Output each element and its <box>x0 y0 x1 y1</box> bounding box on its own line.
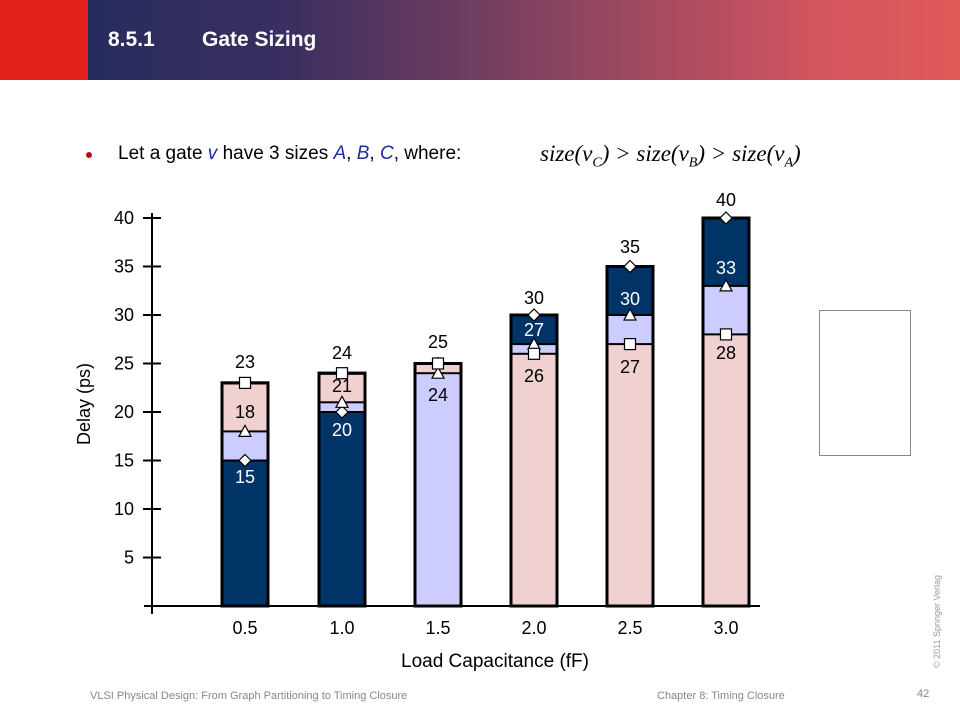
marker-a <box>719 211 733 225</box>
data-label-b: 30 <box>620 289 640 309</box>
y-axis-title: Delay (ps) <box>74 363 94 445</box>
comma: , <box>346 143 357 164</box>
size-inequality-formula: size(vC) > size(vB) > size(vA) <box>540 141 801 172</box>
size-a: A <box>333 143 347 164</box>
marker-c <box>431 357 445 370</box>
bar-c <box>606 343 654 607</box>
x-tick-label: 0.5 <box>232 618 257 638</box>
bullet-middle: have 3 sizes <box>217 143 334 164</box>
marker-a <box>623 259 637 274</box>
bar-c <box>510 352 558 607</box>
data-label-b: 27 <box>524 320 544 340</box>
formula-text: size(vC) > size(vB) > size(vA) <box>540 141 801 171</box>
x-tick-label: 1.0 <box>329 618 354 638</box>
comma: , <box>369 143 380 164</box>
data-label-a: 20 <box>332 420 352 440</box>
x-tick-label: 1.5 <box>425 618 450 638</box>
data-label-c: 27 <box>620 357 640 377</box>
gate-name: v <box>207 143 218 164</box>
section-title: Gate Sizing <box>202 28 317 51</box>
bullet-text: Let a gate v have 3 sizes A, B, C, where… <box>118 143 461 165</box>
data-label-a: 30 <box>524 288 544 308</box>
bullet-prefix: Let a gate <box>118 143 208 164</box>
data-label-b: 24 <box>428 385 448 405</box>
data-label-c: 28 <box>716 343 736 363</box>
size-c: C <box>379 143 394 164</box>
marker-c <box>335 367 349 380</box>
marker-c <box>238 376 252 389</box>
x-axis-title: Load Capacitance (fF) <box>401 651 589 672</box>
bar-c <box>702 333 750 607</box>
y-tick-label: 25 <box>114 354 134 374</box>
copyright-notice: © 2011 Springer Verlag <box>932 574 942 668</box>
marker-b <box>237 424 253 437</box>
bullet-icon <box>86 152 92 158</box>
y-tick-label: 20 <box>114 402 134 422</box>
y-tick-label: 10 <box>114 499 134 519</box>
y-tick-label: 40 <box>114 208 134 228</box>
footer-chapter: Chapter 8: Timing Closure <box>657 690 785 702</box>
marker-b <box>718 278 734 292</box>
legend <box>819 310 911 456</box>
section-number: 8.5.1 <box>108 28 155 51</box>
bar-a <box>318 411 366 607</box>
y-tick-label: 35 <box>114 257 134 277</box>
marker-c <box>527 347 541 360</box>
data-label-b: 18 <box>235 402 255 422</box>
data-label-c: 26 <box>524 366 544 386</box>
data-label-b: 33 <box>716 258 736 278</box>
marker-c <box>719 328 733 341</box>
marker-b <box>334 395 350 408</box>
y-tick-label: 5 <box>124 548 134 568</box>
x-tick-label: 2.0 <box>521 618 546 638</box>
header-bar <box>0 0 960 80</box>
marker-b <box>622 307 638 321</box>
bar-b <box>414 372 462 608</box>
marker-a <box>527 308 541 322</box>
bullet-suffix: , where: <box>393 143 462 164</box>
data-label-a: 25 <box>428 332 448 352</box>
page-number: 42 <box>917 688 930 700</box>
marker-b <box>430 365 446 379</box>
footer-book-title: VLSI Physical Design: From Graph Partiti… <box>90 690 408 702</box>
marker-a <box>238 453 252 468</box>
data-label-a: 40 <box>716 190 736 210</box>
size-b: B <box>356 143 370 164</box>
data-label-c: 24 <box>332 343 352 363</box>
data-label-a: 15 <box>235 467 255 487</box>
x-tick-label: 3.0 <box>713 618 738 638</box>
y-tick-label: 30 <box>114 305 134 325</box>
y-tick-label: 15 <box>114 451 134 471</box>
x-tick-label: 2.5 <box>617 618 642 638</box>
data-label-c: 23 <box>235 352 255 372</box>
data-label-b: 21 <box>332 376 352 396</box>
data-label-a: 35 <box>620 237 640 257</box>
marker-a <box>335 405 349 419</box>
header-accent-block <box>0 0 88 80</box>
marker-c <box>623 338 637 351</box>
